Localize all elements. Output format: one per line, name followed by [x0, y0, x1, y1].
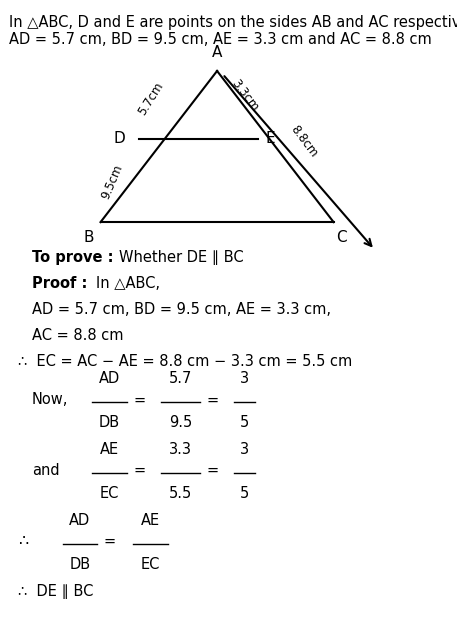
Text: 5.5: 5.5 [169, 486, 192, 501]
Text: AD: AD [99, 371, 120, 386]
Text: AE: AE [141, 513, 160, 528]
Text: To prove :: To prove : [32, 250, 119, 265]
Text: DB: DB [99, 415, 120, 430]
Text: 3.3: 3.3 [169, 442, 192, 457]
Text: EC: EC [100, 486, 119, 501]
Text: 9.5: 9.5 [169, 415, 192, 430]
Text: =: = [207, 392, 218, 407]
Text: E: E [265, 131, 275, 146]
Text: ∴  EC = AC − AE = 8.8 cm − 3.3 cm = 5.5 cm: ∴ EC = AC − AE = 8.8 cm − 3.3 cm = 5.5 c… [18, 354, 352, 368]
Text: and: and [32, 463, 59, 478]
Text: AC = 8.8 cm: AC = 8.8 cm [32, 328, 123, 342]
Text: AD: AD [69, 513, 90, 528]
Text: EC: EC [141, 557, 160, 572]
Text: 5: 5 [240, 486, 249, 501]
Text: In △ABC,: In △ABC, [96, 276, 160, 291]
Text: 5.7cm: 5.7cm [136, 80, 166, 118]
Text: ∴: ∴ [18, 534, 28, 549]
Text: 5.7: 5.7 [169, 371, 192, 386]
Text: C: C [336, 230, 347, 244]
Text: 5: 5 [240, 415, 249, 430]
Text: Proof :: Proof : [32, 276, 92, 291]
Text: =: = [133, 392, 145, 407]
Text: 3.3cm: 3.3cm [228, 77, 260, 114]
Text: A: A [212, 45, 222, 60]
Text: D: D [114, 131, 126, 146]
Text: =: = [133, 463, 145, 478]
Text: DB: DB [69, 557, 90, 572]
Text: B: B [84, 230, 94, 244]
Text: Now,: Now, [32, 392, 69, 407]
Text: 8.8cm: 8.8cm [288, 123, 320, 160]
Text: 3: 3 [240, 442, 249, 457]
Text: AD = 5.7 cm, BD = 9.5 cm, AE = 3.3 cm,: AD = 5.7 cm, BD = 9.5 cm, AE = 3.3 cm, [32, 302, 331, 317]
Text: In △ABC, D and E are points on the sides AB and AC respectively: In △ABC, D and E are points on the sides… [9, 15, 457, 30]
Text: =: = [207, 463, 218, 478]
Text: ∴  DE ∥ BC: ∴ DE ∥ BC [18, 584, 94, 598]
Text: Whether DE ∥ BC: Whether DE ∥ BC [119, 250, 244, 265]
Text: 3: 3 [240, 371, 249, 386]
Text: AD = 5.7 cm, BD = 9.5 cm, AE = 3.3 cm and AC = 8.8 cm: AD = 5.7 cm, BD = 9.5 cm, AE = 3.3 cm an… [9, 32, 432, 47]
Text: =: = [104, 534, 116, 549]
Text: AE: AE [100, 442, 119, 457]
Text: 9.5cm: 9.5cm [99, 163, 125, 201]
